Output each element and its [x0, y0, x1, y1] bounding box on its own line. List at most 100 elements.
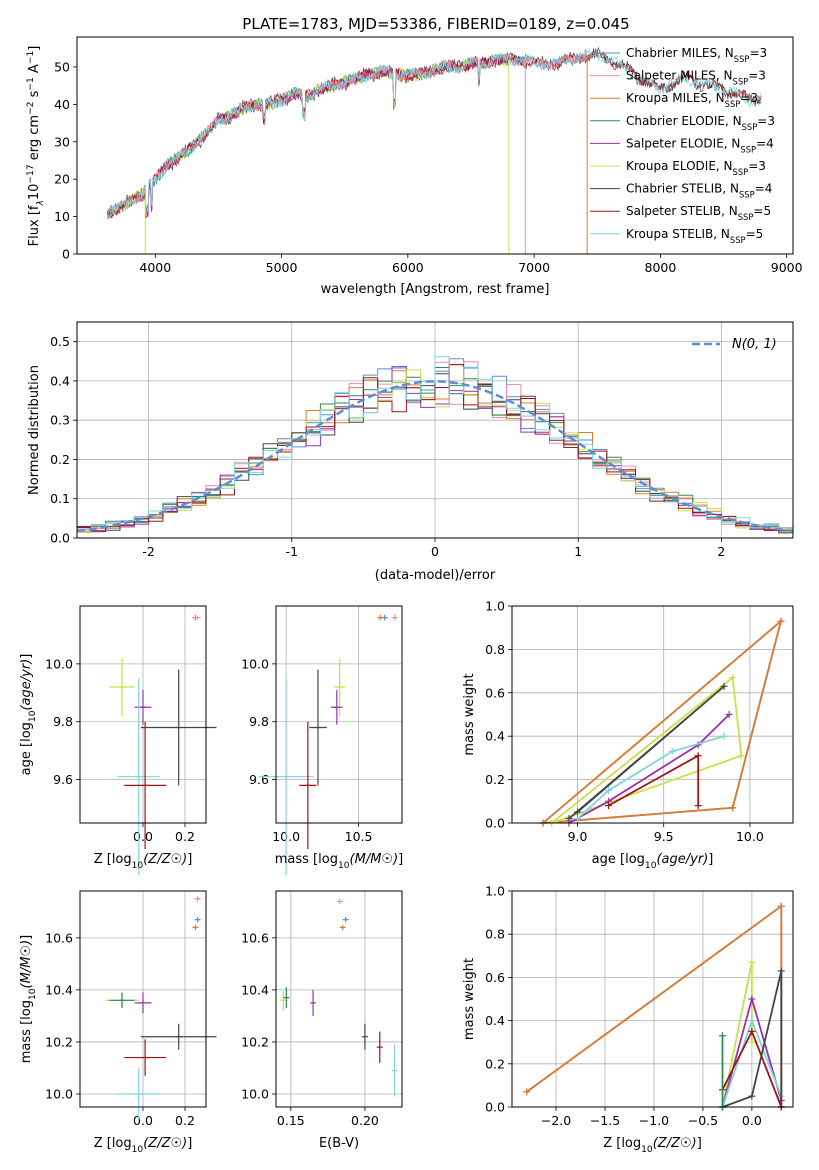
errorbar-point: [336, 898, 343, 905]
y-tick-label: 0.2: [485, 772, 505, 787]
y-axis-label: mass weight: [462, 673, 477, 755]
x-tick-label: 8000: [645, 260, 677, 275]
errorbar-point: [283, 987, 290, 1009]
x-axis-label: wavelength [Angstrom, rest frame]: [321, 282, 550, 297]
y-axis-label: age [log10(age/yr)]: [19, 654, 38, 776]
errorbar-point: [309, 669, 327, 786]
errorbar-point: [109, 992, 135, 1009]
errorbar-point: [134, 689, 152, 725]
errorbar-point: [376, 1031, 383, 1063]
errorbar-point: [140, 669, 217, 786]
y-tick-label: 9.6: [249, 772, 269, 787]
legend-entry: Chabrier MILES, NSSP=3: [626, 46, 767, 64]
errorbar-point: [124, 1039, 167, 1076]
y-tick-label: 0.0: [485, 1100, 505, 1115]
spectrum-chabrier-miles: [107, 49, 588, 218]
series-line: [568, 685, 725, 820]
x-tick-label: 10.5: [345, 829, 373, 844]
axes-frame: [79, 605, 207, 824]
y-tick-label: 10.2: [45, 1034, 73, 1049]
x-tick-label: 2: [717, 544, 725, 559]
y-tick-label: 0.2: [50, 452, 70, 467]
legend-entry: Salpeter ELODIE, NSSP=4: [626, 136, 774, 154]
errorbar-point: [194, 616, 201, 620]
axes-frame: [275, 890, 403, 1108]
x-axis-label: age [log10(age/yr)]: [592, 852, 714, 871]
figure-title: PLATE=1783, MJD=53386, FIBERID=0189, z=0…: [242, 15, 629, 33]
x-axis-label: mass [log10(M/M☉)]: [275, 852, 403, 871]
panel-spectrum: 4000 5000 6000 7000 8000 9000 0 10 20 30 40 50 Chabr…: [26, 36, 803, 297]
legend-entry: Kroupa MILES, NSSP=3: [626, 91, 758, 109]
x-tick-label: 0.2: [175, 1113, 195, 1128]
y-tick-label: 0.3: [50, 413, 70, 428]
x-tick-label: 4000: [139, 260, 171, 275]
errorbar-point: [140, 1023, 217, 1050]
y-tick-label: 10.6: [241, 930, 269, 945]
x-axis-label: Z [log10(Z/Z☉)]: [603, 1136, 702, 1155]
errorbar-point: [194, 917, 201, 923]
y-tick-label: 30: [54, 134, 70, 149]
y-tick-label: 0: [62, 247, 70, 262]
x-tick-label: 0.0: [742, 1113, 762, 1128]
panel-weight-vs-age: 9.0 9.5 10.0 0.0 0.2 0.4 0.6 0.8 1.0 age [log10(a…: [462, 599, 794, 871]
y-tick-label: 10.0: [241, 1086, 269, 1101]
x-tick-label: 0.15: [277, 1113, 305, 1128]
errorbar-point: [117, 678, 160, 876]
weight-series-chabrier-stelib: [565, 682, 728, 823]
y-tick-label: 0.0: [50, 531, 70, 546]
y-tick-label: 10.0: [45, 1086, 73, 1101]
y-tick-label: 0.8: [485, 642, 505, 657]
x-tick-label: 9.5: [654, 829, 674, 844]
y-tick-label: 10.4: [241, 982, 269, 997]
legend-entry: N(0, 1): [732, 337, 777, 352]
y-tick-label: 10: [54, 209, 70, 224]
panel-residuals: -2 -1 0 1 2 0.0 0.1 0.2 0.3 0.4 0.5 N(0, 1) (data-mo…: [27, 321, 794, 583]
y-tick-label: 0.4: [50, 373, 70, 388]
x-tick-label: −1.5: [590, 1113, 620, 1128]
panel-mass-vs-ebv: 0.15 0.20 10.0 10.2 10.4 10.6 E(B-V): [241, 890, 403, 1151]
x-tick-label: 9000: [771, 260, 803, 275]
y-tick-label: 0.6: [485, 685, 505, 700]
x-tick-label: 5000: [266, 260, 298, 275]
axes-frame: [275, 605, 403, 824]
y-tick-label: 9.6: [53, 772, 73, 787]
y-tick-label: 1.0: [485, 599, 505, 614]
errorbar-point: [391, 1044, 398, 1097]
errorbar-point: [117, 1067, 160, 1121]
x-tick-label: 0.20: [351, 1113, 379, 1128]
x-tick-label: 9.0: [568, 829, 588, 844]
y-axis-label: Normed distribution: [27, 365, 42, 495]
y-tick-label: 20: [54, 172, 70, 187]
y-tick-label: 10.0: [45, 656, 73, 671]
x-tick-label: 6000: [392, 260, 424, 275]
series-line: [576, 735, 725, 820]
series-line: [542, 618, 783, 824]
errorbar-point: [310, 989, 317, 1016]
errorbar-point: [381, 614, 388, 621]
spectrum-chabrier-elodie: [106, 54, 510, 216]
errorbar-point: [192, 924, 199, 931]
weight-series-kroupa-stelib: [574, 732, 728, 823]
errorbar-point: [134, 992, 152, 1014]
errorbar-point: [333, 658, 346, 716]
legend-entry: Kroupa ELODIE, NSSP=3: [626, 159, 766, 177]
series-line: [722, 970, 783, 1108]
legend-entry: Salpeter STELIB, NSSP=5: [626, 204, 771, 222]
errorbar-point: [361, 1023, 368, 1050]
y-tick-label: 0.0: [485, 816, 505, 831]
y-tick-label: 10.6: [45, 930, 73, 945]
x-tick-label: −2.0: [541, 1113, 571, 1128]
panel-age-vs-Z: 0.0 0.2 9.6 9.8 10.0 Z [log10(Z/Z☉)] age [log1…: [19, 605, 217, 876]
y-tick-label: 1.0: [485, 884, 505, 899]
errorbar-point: [331, 689, 343, 725]
x-tick-label: −0.5: [688, 1113, 718, 1128]
axes-frame: [511, 890, 794, 1108]
weight-series-salpeter-stelib: [605, 752, 702, 810]
x-tick-label: -1: [286, 544, 298, 559]
legend-entry: Chabrier ELODIE, NSSP=3: [626, 114, 775, 132]
errorbar-point: [391, 614, 398, 621]
x-tick-label: -2: [142, 544, 154, 559]
x-tick-label: 7000: [518, 260, 550, 275]
x-tick-label: 1: [574, 544, 582, 559]
spectrum-kroupa-elodie: [107, 54, 510, 218]
